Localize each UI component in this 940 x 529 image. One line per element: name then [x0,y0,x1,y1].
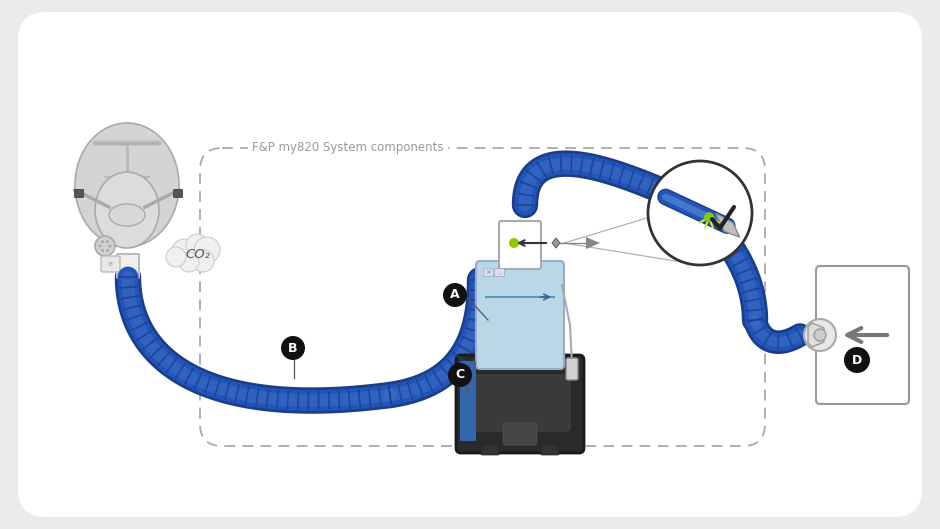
Circle shape [194,237,220,263]
Ellipse shape [95,172,159,248]
FancyBboxPatch shape [74,189,84,197]
Circle shape [99,244,102,248]
Circle shape [106,249,109,252]
Circle shape [192,250,214,272]
Text: E: E [108,261,112,267]
Circle shape [186,234,208,256]
Text: B: B [289,342,298,354]
FancyBboxPatch shape [117,254,139,278]
Text: CO₂: CO₂ [185,249,211,261]
Circle shape [281,336,305,360]
FancyBboxPatch shape [101,256,120,272]
Circle shape [101,249,104,252]
FancyBboxPatch shape [481,445,499,455]
Polygon shape [715,213,740,237]
Circle shape [844,347,870,373]
FancyBboxPatch shape [494,269,505,277]
Circle shape [648,161,752,265]
Text: ×: × [485,269,491,276]
FancyBboxPatch shape [566,358,578,380]
Text: ˬ: ˬ [498,270,501,275]
Circle shape [171,239,199,267]
Circle shape [108,244,112,248]
Circle shape [814,329,826,341]
Circle shape [166,247,186,267]
FancyBboxPatch shape [499,221,541,269]
Circle shape [101,240,104,243]
FancyBboxPatch shape [476,261,564,369]
FancyBboxPatch shape [503,423,537,445]
FancyBboxPatch shape [174,189,182,197]
Circle shape [443,283,467,307]
Text: C: C [456,369,464,381]
FancyBboxPatch shape [456,355,584,453]
Circle shape [95,236,115,256]
Text: A: A [450,288,460,302]
FancyBboxPatch shape [816,266,909,404]
Circle shape [804,319,836,351]
FancyBboxPatch shape [541,445,559,455]
Circle shape [179,252,199,272]
Polygon shape [808,323,824,347]
Polygon shape [552,238,560,248]
Circle shape [448,363,472,387]
FancyBboxPatch shape [483,269,494,277]
FancyBboxPatch shape [460,361,476,441]
Text: D: D [852,353,862,367]
FancyBboxPatch shape [470,375,570,431]
Circle shape [509,238,519,248]
Ellipse shape [109,204,145,226]
Circle shape [704,212,714,222]
Circle shape [106,240,109,243]
Ellipse shape [75,123,179,247]
FancyBboxPatch shape [18,12,922,517]
Polygon shape [586,237,600,249]
Text: F&P my820 System components: F&P my820 System components [252,141,444,154]
